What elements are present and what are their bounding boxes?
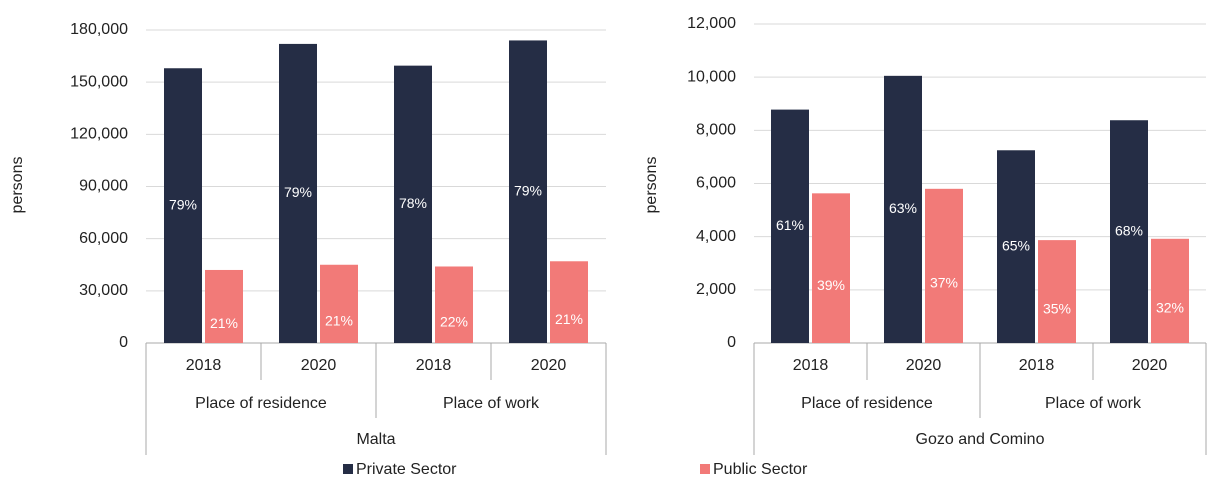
y-tick-label: 12,000 bbox=[687, 15, 736, 32]
y-tick-label: 180,000 bbox=[70, 21, 128, 38]
data-label: 78% bbox=[399, 195, 427, 211]
data-label: 39% bbox=[817, 277, 845, 293]
bar bbox=[1151, 238, 1189, 343]
bar bbox=[320, 264, 358, 343]
y-axis-label: persons bbox=[643, 157, 660, 214]
data-label: 21% bbox=[555, 311, 583, 327]
group-label: Place of work bbox=[443, 395, 540, 412]
data-label: 63% bbox=[889, 200, 917, 216]
legend-label: Private Sector bbox=[356, 461, 457, 478]
bar bbox=[1038, 240, 1076, 343]
group-label: Place of residence bbox=[801, 395, 933, 412]
data-label: 37% bbox=[930, 275, 958, 291]
bar bbox=[164, 68, 202, 343]
bar bbox=[812, 193, 850, 343]
data-label: 79% bbox=[514, 182, 542, 198]
bar bbox=[550, 261, 588, 343]
legend-swatch bbox=[343, 464, 353, 474]
bar bbox=[509, 40, 547, 343]
x-tick-label: 2018 bbox=[186, 357, 222, 374]
data-label: 68% bbox=[1115, 222, 1143, 238]
y-tick-label: 150,000 bbox=[70, 73, 128, 90]
data-label: 32% bbox=[1156, 300, 1184, 316]
x-tick-label: 2020 bbox=[1132, 357, 1168, 374]
y-tick-label: 6,000 bbox=[696, 175, 736, 192]
y-tick-label: 0 bbox=[119, 334, 128, 351]
data-label: 21% bbox=[325, 313, 353, 329]
bar bbox=[435, 266, 473, 343]
group-label: Place of residence bbox=[195, 395, 327, 412]
x-tick-label: 2020 bbox=[301, 357, 337, 374]
legend-swatch bbox=[700, 464, 710, 474]
x-tick-label: 2020 bbox=[906, 357, 942, 374]
x-tick-label: 2018 bbox=[416, 357, 452, 374]
group-label: Place of work bbox=[1045, 395, 1142, 412]
y-axis-label: persons bbox=[9, 157, 26, 214]
legend-label: Public Sector bbox=[713, 461, 808, 478]
data-label: 35% bbox=[1043, 300, 1071, 316]
bar bbox=[925, 188, 963, 343]
bar bbox=[884, 75, 922, 344]
y-tick-label: 90,000 bbox=[79, 178, 128, 195]
bar bbox=[279, 43, 317, 344]
y-tick-label: 30,000 bbox=[79, 282, 128, 299]
bar bbox=[1110, 120, 1148, 344]
data-label: 22% bbox=[440, 313, 468, 329]
data-label: 79% bbox=[169, 196, 197, 212]
y-tick-label: 2,000 bbox=[696, 281, 736, 298]
data-label: 79% bbox=[284, 184, 312, 200]
x-tick-label: 2020 bbox=[531, 357, 567, 374]
data-label: 21% bbox=[210, 315, 238, 331]
y-tick-label: 120,000 bbox=[70, 126, 128, 143]
region-label: Gozo and Comino bbox=[916, 431, 1045, 448]
x-tick-label: 2018 bbox=[793, 357, 829, 374]
bar bbox=[394, 65, 432, 344]
data-label: 65% bbox=[1002, 237, 1030, 253]
y-tick-label: 60,000 bbox=[79, 230, 128, 247]
bar bbox=[771, 109, 809, 344]
bar bbox=[997, 150, 1035, 343]
data-label: 61% bbox=[776, 217, 804, 233]
y-tick-label: 0 bbox=[727, 334, 736, 351]
x-tick-label: 2018 bbox=[1019, 357, 1055, 374]
bar bbox=[205, 269, 243, 343]
region-label: Malta bbox=[356, 431, 395, 448]
y-tick-label: 8,000 bbox=[696, 122, 736, 139]
y-tick-label: 10,000 bbox=[687, 68, 736, 85]
y-tick-label: 4,000 bbox=[696, 228, 736, 245]
